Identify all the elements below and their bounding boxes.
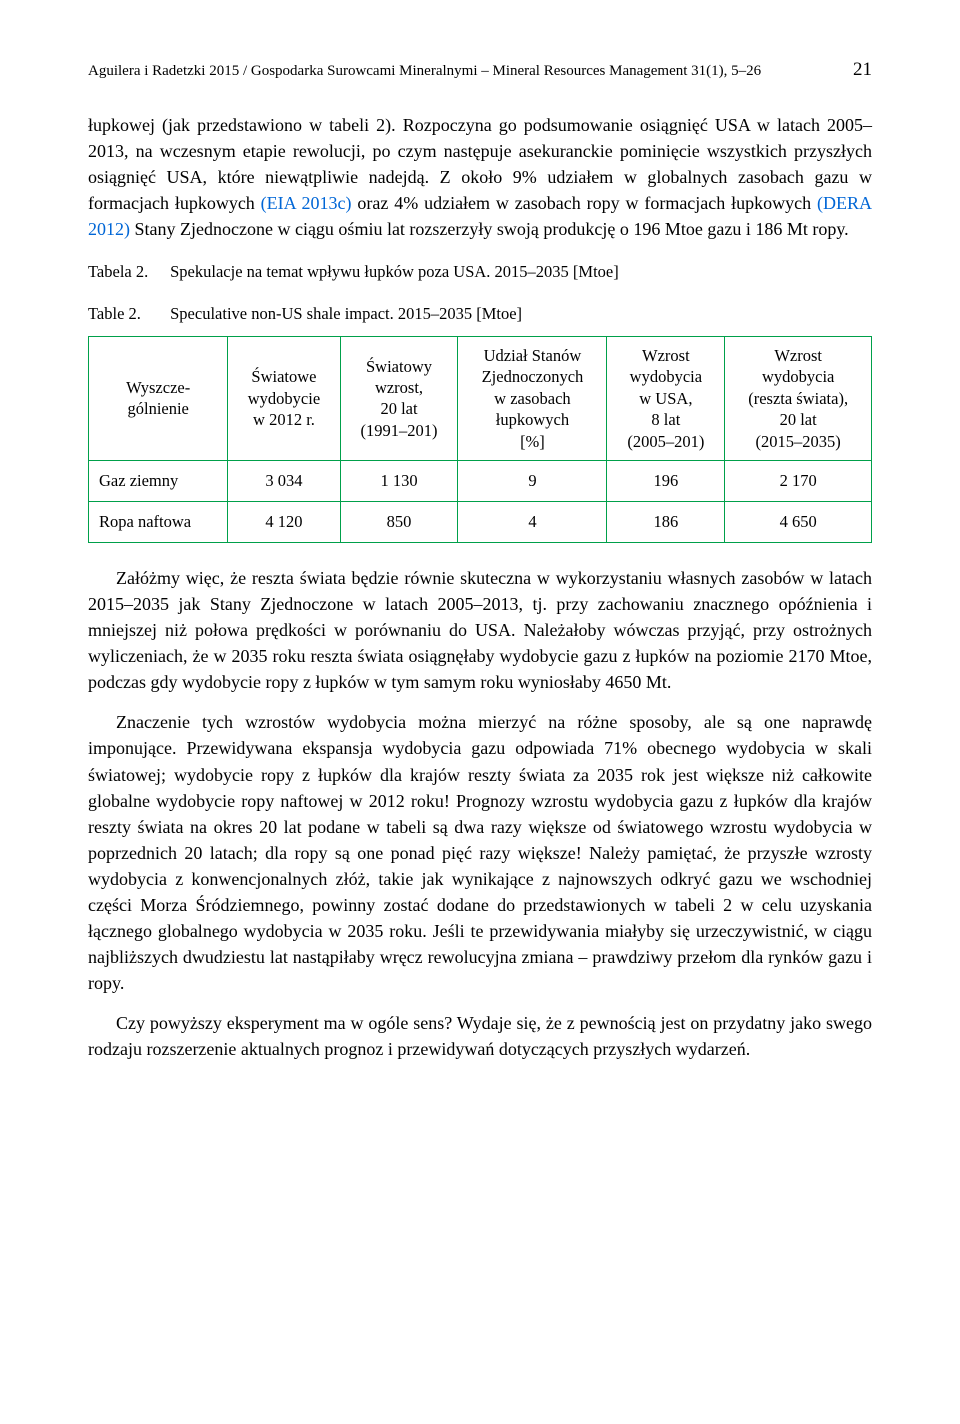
table-header-row: Wyszcze-gólnienie Światowewydobyciew 201… bbox=[89, 336, 872, 460]
table-cell: 186 bbox=[607, 501, 725, 542]
paragraph-1-c: Stany Zjednoczone w ciągu ośmiu lat rozs… bbox=[130, 219, 849, 239]
col-header-swiatowe-wydobycie: Światowewydobyciew 2012 r. bbox=[228, 336, 340, 460]
table-caption-en: Table 2. Speculative non-US shale impact… bbox=[88, 302, 872, 326]
table-cell: 196 bbox=[607, 461, 725, 502]
running-head: Aguilera i Radetzki 2015 / Gospodarka Su… bbox=[88, 56, 872, 84]
paragraph-1: łupkowej (jak przedstawiono w tabeli 2).… bbox=[88, 112, 872, 242]
table-cell: 4 650 bbox=[725, 501, 872, 542]
col-header-wzrost-usa: Wzrostwydobyciaw USA,8 lat(2005–201) bbox=[607, 336, 725, 460]
paragraph-4: Czy powyższy eksperyment ma w ogóle sens… bbox=[88, 1010, 872, 1062]
table-row: Ropa naftowa 4 120 850 4 186 4 650 bbox=[89, 501, 872, 542]
row-label-gaz: Gaz ziemny bbox=[89, 461, 228, 502]
citation-eia-2013c: (EIA 2013c) bbox=[261, 193, 352, 213]
table-caption-en-num: Table 2. bbox=[88, 302, 166, 326]
running-head-text: Aguilera i Radetzki 2015 / Gospodarka Su… bbox=[88, 61, 761, 83]
col-header-udzial-stanow: Udział StanówZjednoczonychw zasobachłupk… bbox=[458, 336, 607, 460]
table-cell: 4 bbox=[458, 501, 607, 542]
table-cell: 3 034 bbox=[228, 461, 340, 502]
row-label-ropa: Ropa naftowa bbox=[89, 501, 228, 542]
table-cell: 2 170 bbox=[725, 461, 872, 502]
page-number: 21 bbox=[853, 56, 872, 84]
col-header-wzrost-reszta: Wzrostwydobycia(reszta świata),20 lat(20… bbox=[725, 336, 872, 460]
table-cell: 850 bbox=[340, 501, 458, 542]
page-container: Aguilera i Radetzki 2015 / Gospodarka Su… bbox=[0, 0, 960, 1141]
table-row: Gaz ziemny 3 034 1 130 9 196 2 170 bbox=[89, 461, 872, 502]
table-caption-pl-num: Tabela 2. bbox=[88, 260, 166, 284]
col-header-swiatowy-wzrost: Światowywzrost,20 lat(1991–201) bbox=[340, 336, 458, 460]
shale-impact-table: Wyszcze-gólnienie Światowewydobyciew 201… bbox=[88, 336, 872, 543]
table-caption-pl-text: Spekulacje na temat wpływu łupków poza U… bbox=[170, 262, 619, 281]
table-caption-en-text: Speculative non-US shale impact. 2015–20… bbox=[170, 304, 522, 323]
paragraph-3: Znaczenie tych wzrostów wydobycia można … bbox=[88, 709, 872, 996]
paragraph-2: Załóżmy więc, że reszta świata będzie ró… bbox=[88, 565, 872, 695]
table-cell: 9 bbox=[458, 461, 607, 502]
paragraph-1-b: oraz 4% udziałem w zasobach ropy w forma… bbox=[352, 193, 817, 213]
table-caption-pl: Tabela 2. Spekulacje na temat wpływu łup… bbox=[88, 260, 872, 284]
table-cell: 4 120 bbox=[228, 501, 340, 542]
col-header-wyszczegolnienie: Wyszcze-gólnienie bbox=[89, 336, 228, 460]
table-cell: 1 130 bbox=[340, 461, 458, 502]
